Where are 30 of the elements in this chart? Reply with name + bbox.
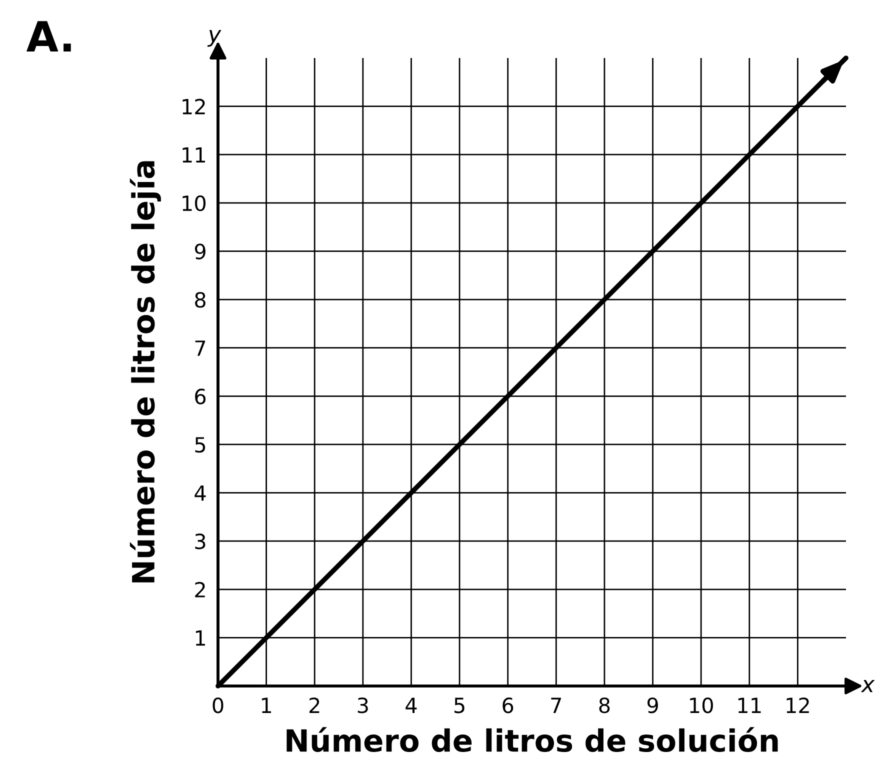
x-tick-label: 7	[551, 698, 561, 713]
y-axis-title: Número de litros de lejía	[130, 161, 161, 582]
x-tick-label: 0	[212, 697, 224, 714]
x-tick-label: 4	[406, 698, 417, 713]
x-tick-label: 6	[502, 697, 514, 714]
x-tick-label: 2	[310, 697, 320, 713]
y-tick-label: 5	[195, 437, 206, 453]
y-tick-label: 9	[194, 244, 206, 260]
x-tick-label: 10	[690, 697, 713, 714]
text: x	[860, 680, 875, 692]
y-tick-label: 4	[194, 485, 206, 501]
y-tick-label: 2	[195, 582, 205, 598]
x-tick-label: 12	[786, 697, 809, 713]
y-tick-label: 1	[196, 630, 205, 646]
y-tick-label: 10	[182, 195, 206, 212]
y-tick-label: 12	[182, 98, 205, 114]
chart-title: A.	[26, 21, 71, 52]
y-tick-label: 8	[195, 292, 206, 308]
x-axis-title: Número de litros de solución	[286, 727, 778, 752]
x-tick-label: 11	[738, 698, 761, 713]
y-tick-label: 3	[195, 534, 206, 550]
x-tick-label: 9	[647, 697, 658, 714]
y-tick-label: 11	[182, 147, 205, 163]
y-tick-label: 7	[195, 340, 206, 356]
text: y	[207, 30, 222, 47]
x-tick-label: 1	[262, 698, 272, 713]
x-tick-label: 8	[599, 697, 610, 714]
y-tick-label: 6	[195, 388, 206, 404]
x-tick-label: 5	[454, 698, 464, 714]
x-tick-label: 3	[358, 697, 368, 714]
